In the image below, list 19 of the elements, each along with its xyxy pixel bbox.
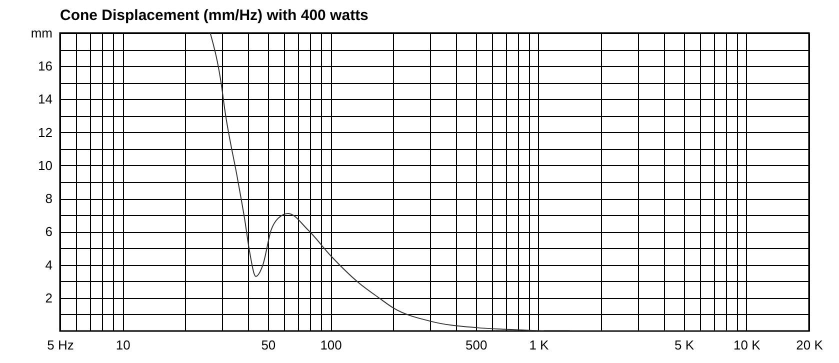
y-tick-label: mm [30, 26, 52, 40]
y-tick-label: 12 [38, 124, 52, 140]
x-tick-label: 500 [466, 338, 488, 352]
y-tick-label: 6 [45, 224, 52, 240]
y-tick-label: 14 [38, 92, 52, 107]
x-tick-label: 10 [116, 338, 130, 352]
y-tick-label: 16 [38, 58, 52, 74]
x-tick-label: 5 K [674, 338, 694, 352]
chart-title: Cone Displacement (mm/Hz) with 400 watts [60, 7, 368, 24]
x-tick-label: 1 K [529, 338, 550, 352]
x-tick-label: 100 [320, 338, 342, 352]
x-tick-label: 50 [261, 338, 276, 352]
x-tick-label: 20 K [796, 338, 824, 352]
x-tick-label: 10 K [734, 338, 761, 352]
x-tick-label: 5 Hz [47, 338, 74, 352]
y-tick-label: 8 [45, 191, 52, 206]
y-tick-label: 2 [45, 290, 52, 306]
y-tick-label: 10 [38, 158, 52, 173]
y-tick-label: 4 [45, 257, 52, 272]
